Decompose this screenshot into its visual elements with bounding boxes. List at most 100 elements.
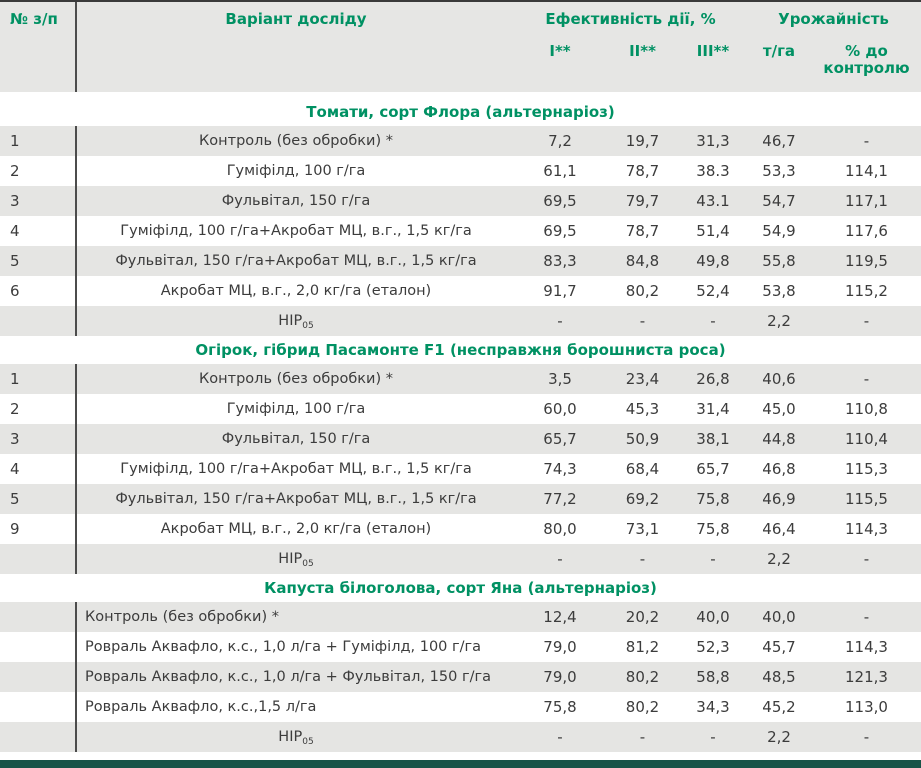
- table-row: Контроль (без обробки) * 12,4 20,2 40,0 40,0…: [0, 602, 921, 632]
- cell-variant: Фульвітал, 150 г/га: [75, 186, 515, 216]
- cell-yield-t-ha: 45,7: [762, 638, 796, 656]
- table-section: Капуста білоголова, сорт Яна (альтернарі…: [0, 574, 921, 752]
- cell-effect-iii: 26,8: [696, 370, 730, 388]
- cell-yield-t-ha: 2,2: [767, 312, 791, 330]
- cell-effect-i: 7,2: [548, 132, 572, 150]
- cell-effect-i: -: [557, 312, 563, 330]
- header-separator: [0, 92, 921, 98]
- cell-effect-ii: 69,2: [625, 490, 660, 508]
- cell-effect-i: 80,0: [543, 520, 577, 538]
- cell-row-number: [0, 544, 75, 574]
- cell-variant: Контроль (без обробки) *: [75, 126, 515, 156]
- cell-yield-pct: -: [863, 312, 870, 330]
- cell-variant: НІР 05: [75, 544, 515, 574]
- cell-yield-pct: 117,6: [845, 222, 888, 240]
- cell-yield-t-ha: 53,8: [762, 282, 796, 300]
- cell-effect-i: 69,5: [543, 222, 577, 240]
- cell-row-number: 1: [10, 370, 20, 388]
- cell-row-number: 2: [10, 400, 20, 418]
- cell-effect-ii: 84,8: [625, 252, 660, 270]
- table-row: 3 Фульвітал, 150 г/га 65,7 50,9 38,1 44,8 110,…: [0, 424, 921, 454]
- cell-effect-ii: 80,2: [625, 668, 660, 686]
- cell-yield-t-ha: 54,9: [762, 222, 796, 240]
- cell-yield-pct: 113,0: [845, 698, 888, 716]
- cell-yield-t-ha: 2,2: [767, 550, 791, 568]
- cell-effect-i: 79,0: [543, 668, 577, 686]
- cell-row-number: 3: [10, 430, 20, 448]
- table-row: НІР 05 - - - 2,2 -: [0, 306, 921, 336]
- cell-yield-pct: 121,3: [845, 668, 888, 686]
- cell-variant: Контроль (без обробки) *: [75, 602, 515, 632]
- cell-row-number: 4: [10, 222, 20, 240]
- cell-yield-t-ha: 40,0: [762, 608, 796, 626]
- cell-effect-ii: 78,7: [625, 222, 660, 240]
- cell-row-number: 2: [10, 162, 20, 180]
- column-header-effect-i: I**: [549, 42, 571, 60]
- cell-effect-i: 69,5: [543, 192, 577, 210]
- cell-effect-ii: 45,3: [625, 400, 660, 418]
- cell-effect-ii: 68,4: [625, 460, 660, 478]
- cell-variant: Фульвітал, 150 г/га+Акробат МЦ, в.г., 1,…: [75, 246, 515, 276]
- cell-effect-i: 61,1: [543, 162, 577, 180]
- cell-effect-i: 65,7: [543, 430, 577, 448]
- cell-effect-iii: 31,3: [696, 132, 730, 150]
- cell-effect-ii: 19,7: [625, 132, 660, 150]
- cell-effect-ii: 23,4: [625, 370, 660, 388]
- column-header-effect-ii: II**: [629, 42, 656, 60]
- cell-variant: Акробат МЦ, в.г., 2,0 кг/га (еталон): [75, 276, 515, 306]
- table-row: 1 Контроль (без обробки) * 7,2 19,7 31,3 46,7…: [0, 126, 921, 156]
- cell-row-number: [0, 602, 75, 632]
- cell-variant: Контроль (без обробки) *: [75, 364, 515, 394]
- cell-variant: НІР 05: [75, 722, 515, 752]
- cell-effect-i: 77,2: [543, 490, 577, 508]
- cell-row-number: 9: [10, 520, 20, 538]
- cell-effect-iii: 75,8: [696, 520, 730, 538]
- cell-row-number: [0, 692, 75, 722]
- cell-yield-pct: -: [863, 550, 870, 568]
- table-row: 4 Гуміфілд, 100 г/га+Акробат МЦ, в.г., 1,…: [0, 216, 921, 246]
- table-row: 1 Контроль (без обробки) * 3,5 23,4 26,8 40,6…: [0, 364, 921, 394]
- bottom-separator: [0, 757, 921, 760]
- cell-effect-i: 91,7: [543, 282, 577, 300]
- table-row: НІР 05 - - - 2,2 -: [0, 722, 921, 752]
- section-title: Огірок, гібрид Пасамонте F1 (несправжня …: [0, 336, 921, 364]
- cell-effect-iii: 34,3: [696, 698, 730, 716]
- cell-row-number: 5: [10, 252, 20, 270]
- cell-effect-iii: -: [710, 728, 716, 746]
- cell-yield-pct: -: [863, 370, 870, 388]
- cell-yield-t-ha: 48,5: [762, 668, 796, 686]
- section-title: Томати, сорт Флора (альтернаріоз): [0, 98, 921, 126]
- cell-variant: Фульвітал, 150 г/га+Акробат МЦ, в.г., 1,…: [75, 484, 515, 514]
- cell-effect-iii: 51,4: [696, 222, 730, 240]
- cell-yield-pct: 115,3: [845, 460, 888, 478]
- cell-variant: Фульвітал, 150 г/га: [75, 424, 515, 454]
- cell-yield-t-ha: 46,7: [762, 132, 796, 150]
- table-row: 2 Гуміфілд, 100 г/га 61,1 78,7 38.3 53,3 114,1: [0, 156, 921, 186]
- cell-effect-ii: -: [639, 728, 646, 746]
- cell-effect-iii: 49,8: [696, 252, 730, 270]
- cell-effect-i: 75,8: [543, 698, 577, 716]
- cell-yield-pct: 114,1: [845, 162, 888, 180]
- cell-effect-ii: -: [639, 550, 646, 568]
- cell-yield-pct: 110,4: [845, 430, 888, 448]
- table-section: Томати, сорт Флора (альтернаріоз) 1 Контро…: [0, 98, 921, 336]
- table-row: НІР 05 - - - 2,2 -: [0, 544, 921, 574]
- table-row: 2 Гуміфілд, 100 г/га 60,0 45,3 31,4 45,0 110,8: [0, 394, 921, 424]
- cell-row-number: 5: [10, 490, 20, 508]
- cell-yield-t-ha: 45,0: [762, 400, 796, 418]
- cell-effect-i: -: [557, 550, 563, 568]
- column-header-effect-iii: III**: [696, 42, 730, 60]
- cell-effect-i: 74,3: [543, 460, 577, 478]
- cell-yield-pct: -: [863, 728, 870, 746]
- cell-yield-t-ha: 46,9: [762, 490, 796, 508]
- cell-row-number: [0, 722, 75, 752]
- cell-yield-pct: -: [863, 132, 870, 150]
- table-row: 5 Фульвітал, 150 г/га+Акробат МЦ, в.г., 1…: [0, 484, 921, 514]
- column-group-yield: Урожайність: [778, 10, 889, 28]
- cell-variant: Гуміфілд, 100 г/га+Акробат МЦ, в.г., 1,5…: [75, 216, 515, 246]
- cell-yield-pct: 119,5: [845, 252, 888, 270]
- cell-yield-t-ha: 44,8: [762, 430, 796, 448]
- cell-effect-iii: 31,4: [696, 400, 730, 418]
- cell-variant: Ровраль Аквафло, к.с., 1,0 л/га + Гуміфі…: [75, 632, 515, 662]
- table-row: Ровраль Аквафло, к.с., 1,0 л/га + Гуміфі…: [0, 632, 921, 662]
